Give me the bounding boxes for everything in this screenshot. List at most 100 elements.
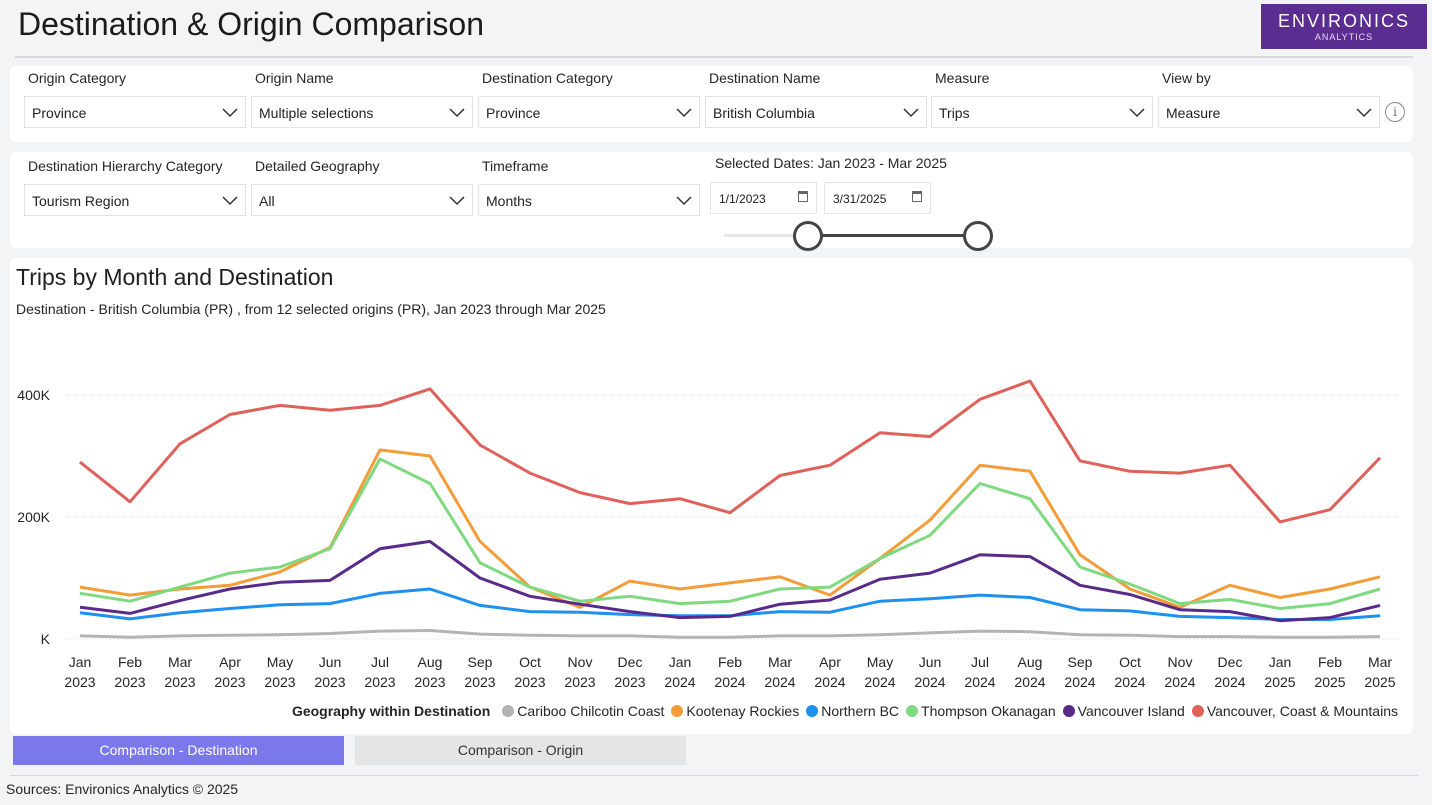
- title-divider: [15, 56, 1413, 58]
- date-slider-range: [808, 234, 978, 237]
- x-tick-month: Mar: [1368, 654, 1392, 670]
- legend-marker: [906, 705, 919, 717]
- x-tick-month: Jan: [669, 654, 692, 670]
- view-by-label: View by: [1162, 70, 1211, 86]
- page-title: Destination & Origin Comparison: [18, 6, 484, 42]
- x-tick-year: 2023: [614, 674, 645, 690]
- measure-dropdown[interactable]: Trips: [931, 96, 1153, 128]
- calendar-icon[interactable]: [798, 191, 808, 202]
- x-tick-month: Feb: [718, 654, 742, 670]
- tab-comparison-destination[interactable]: Comparison - Destination: [13, 736, 344, 765]
- legend-item-thompson-okanagan[interactable]: Thompson Okanagan: [906, 703, 1056, 719]
- y-tick-label: 200K: [17, 509, 50, 525]
- series-line-vancouver-island[interactable]: [79, 539, 1381, 623]
- chevron-down-icon: [1356, 108, 1372, 118]
- x-tick-year: 2024: [814, 674, 845, 690]
- x-tick-month: Aug: [1018, 654, 1043, 670]
- tab-comparison-origin[interactable]: Comparison - Origin: [355, 736, 686, 765]
- x-tick-month: Dec: [1218, 654, 1243, 670]
- selected-dates-label: Selected Dates: Jan 2023 - Mar 2025: [715, 155, 947, 171]
- info-icon[interactable]: i: [1385, 102, 1405, 122]
- x-tick-year: 2024: [914, 674, 945, 690]
- legend-label: Northern BC: [821, 703, 900, 719]
- logo-main-text: ENVIRONICS: [1277, 11, 1411, 31]
- legend-item-northern-bc[interactable]: Northern BC: [806, 703, 899, 719]
- x-tick-month: May: [267, 654, 293, 670]
- environics-logo: ENVIRONICS ANALYTICS: [1261, 4, 1427, 49]
- destination-hierarchy-dropdown[interactable]: Tourism Region: [24, 184, 246, 216]
- legend-item-kootenay[interactable]: Kootenay Rockies: [671, 703, 799, 719]
- chart-legend: Geography within Destination Cariboo Chi…: [292, 703, 1402, 719]
- chart-panel: [10, 258, 1413, 734]
- destination-category-dropdown[interactable]: Province: [478, 96, 700, 128]
- legend-item-cariboo[interactable]: Cariboo Chilcotin Coast: [502, 703, 664, 719]
- x-tick-year: 2023: [464, 674, 495, 690]
- series-line-kootenay-rockies[interactable]: [79, 448, 1381, 609]
- chart-title: Trips by Month and Destination: [16, 264, 334, 290]
- date-slider-end-handle[interactable]: [963, 221, 993, 251]
- x-tick-month: Feb: [118, 654, 142, 670]
- x-tick-month: Jul: [371, 654, 389, 670]
- legend-item-vancouver-island[interactable]: Vancouver Island: [1062, 703, 1185, 719]
- footer-sources: Sources: Environics Analytics © 2025: [6, 781, 239, 797]
- timeframe-dropdown[interactable]: Months: [478, 184, 700, 216]
- series-line-cariboo-chilcotin-coast[interactable]: [79, 629, 1381, 639]
- destination-hierarchy-value: Tourism Region: [32, 193, 130, 209]
- legend-marker: [1191, 705, 1204, 717]
- destination-name-label: Destination Name: [709, 70, 821, 86]
- origin-category-dropdown[interactable]: Province: [24, 96, 246, 128]
- date-slider-start-handle[interactable]: [793, 221, 823, 251]
- x-tick-month: Jan: [1269, 654, 1292, 670]
- x-tick-year: 2024: [764, 674, 795, 690]
- x-tick-year: 2025: [1364, 674, 1395, 690]
- x-tick-year: 2023: [164, 674, 195, 690]
- calendar-icon[interactable]: [912, 191, 922, 202]
- x-tick-year: 2025: [1314, 674, 1345, 690]
- legend-label: Kootenay Rockies: [686, 703, 800, 719]
- destination-category-value: Province: [486, 105, 541, 121]
- timeframe-value: Months: [486, 193, 532, 209]
- trips-line-chart: K 200K 400K Jan 2023 Feb 2023 Mar 2023 Apr 2023 May…: [17, 379, 1402, 690]
- legend-label: Vancouver Island: [1077, 703, 1185, 719]
- y-tick-label: 400K: [17, 387, 50, 403]
- view-by-value: Measure: [1166, 105, 1221, 121]
- x-tick-month: Apr: [819, 654, 841, 670]
- x-tick-year: 2024: [664, 674, 695, 690]
- x-tick-month: Apr: [219, 654, 241, 670]
- destination-name-value: British Columbia: [713, 105, 815, 121]
- x-tick-year: 2023: [114, 674, 145, 690]
- x-tick-year: 2024: [1164, 674, 1195, 690]
- chevron-down-icon: [449, 196, 465, 206]
- x-tick-month: Sep: [1068, 654, 1093, 670]
- detailed-geography-value: All: [259, 193, 275, 209]
- x-tick-month: Mar: [768, 654, 792, 670]
- timeframe-label: Timeframe: [482, 158, 549, 174]
- series-line-thompson-okanagan[interactable]: [79, 457, 1381, 610]
- x-tick-month: Nov: [1168, 654, 1193, 670]
- detailed-geography-label: Detailed Geography: [255, 158, 380, 174]
- legend-marker: [502, 705, 515, 717]
- origin-name-dropdown[interactable]: Multiple selections: [251, 96, 473, 128]
- start-date-input[interactable]: 1/1/2023: [710, 182, 817, 214]
- end-date-input[interactable]: 3/31/2025: [824, 182, 931, 214]
- legend-title: Geography within Destination: [291, 703, 491, 719]
- series-line-vancouver-coast-mountains[interactable]: [79, 379, 1382, 524]
- origin-name-value: Multiple selections: [259, 105, 374, 121]
- x-tick-month: Oct: [519, 654, 541, 670]
- x-tick-month: Jul: [971, 654, 989, 670]
- legend-marker: [671, 705, 684, 717]
- y-tick-label: K: [41, 631, 51, 647]
- x-tick-year: 2023: [314, 674, 345, 690]
- x-tick-month: Nov: [568, 654, 593, 670]
- detailed-geography-dropdown[interactable]: All: [251, 184, 473, 216]
- view-by-dropdown[interactable]: Measure: [1158, 96, 1380, 128]
- origin-category-label: Origin Category: [28, 70, 127, 86]
- x-tick-year: 2023: [514, 674, 545, 690]
- x-tick-month: Jun: [319, 654, 342, 670]
- x-tick-year: 2024: [714, 674, 745, 690]
- destination-name-dropdown[interactable]: British Columbia: [705, 96, 927, 128]
- legend-item-vancouver-coast-mountains[interactable]: Vancouver, Coast & Mountains: [1191, 703, 1398, 719]
- x-tick-year: 2023: [214, 674, 245, 690]
- x-tick-year: 2023: [64, 674, 95, 690]
- measure-value: Trips: [939, 105, 970, 121]
